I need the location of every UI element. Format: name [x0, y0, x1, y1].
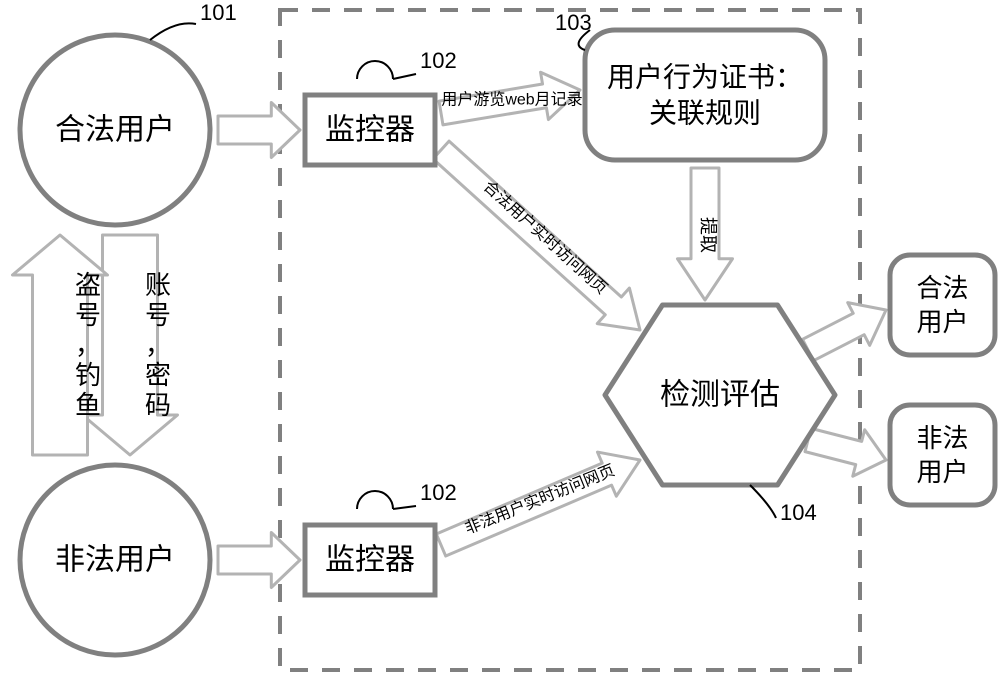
arrow-a1 [218, 103, 300, 158]
svg-text:非法用户: 非法用户 [55, 544, 175, 577]
node-out_legit: 合法用户 [890, 255, 995, 355]
svg-text:合法用户: 合法用户 [55, 114, 175, 147]
svg-text:，: ， [145, 330, 171, 360]
svg-text:合法: 合法 [916, 273, 968, 303]
ref-102: 102 [420, 480, 457, 505]
edge-label-a5: 非法用户实时访问网页 [462, 461, 617, 538]
svg-text:用户行为证书：: 用户行为证书： [607, 61, 803, 92]
edge-label-a4: 合法用户实时访问网页 [480, 177, 611, 297]
edge-label-a3: 用户游览web月记录 [441, 91, 582, 109]
ref-arc [357, 491, 393, 509]
svg-text:用户: 用户 [916, 307, 968, 337]
ref-104: 104 [780, 500, 817, 525]
ref-arc [357, 61, 393, 79]
edge-label-a6: 提取 [698, 217, 718, 253]
svg-text:号: 号 [145, 300, 171, 330]
svg-text:盗: 盗 [75, 270, 101, 300]
ref-103: 103 [555, 10, 592, 35]
node-cert: 用户行为证书： 关联规则 [585, 30, 825, 160]
svg-text:监控器: 监控器 [325, 114, 415, 147]
svg-text:监控器: 监控器 [325, 544, 415, 577]
ref-102: 102 [420, 48, 457, 73]
node-legit_user: 合法用户 [20, 35, 210, 225]
label-account-password: 账号，密码 [145, 270, 171, 420]
svg-text:非法: 非法 [916, 423, 968, 453]
svg-text:号: 号 [75, 300, 101, 330]
ref-101: 101 [200, 0, 237, 25]
node-monitor2: 监控器 [305, 525, 435, 595]
svg-text:码: 码 [145, 390, 171, 420]
svg-text:密: 密 [145, 360, 171, 390]
label-theft-phishing: 盗号，钓鱼 [75, 270, 101, 420]
svg-text:账: 账 [145, 270, 171, 300]
svg-text:钓: 钓 [75, 360, 101, 390]
node-detect: 检测评估 [605, 305, 835, 485]
svg-text:检测评估: 检测评估 [660, 379, 780, 412]
svg-text:关联规则: 关联规则 [649, 98, 761, 129]
node-out_illegal: 非法用户 [890, 405, 995, 505]
node-monitor1: 监控器 [305, 95, 435, 165]
node-illegal_user: 非法用户 [20, 465, 210, 655]
svg-text:，: ， [75, 330, 101, 360]
diagram-canvas: 账号，密码盗号，钓鱼合法用户非法用户监控器监控器用户行为证书：关联规则检测评估合… [0, 0, 1000, 679]
svg-text:用户: 用户 [916, 457, 968, 487]
svg-text:鱼: 鱼 [75, 390, 101, 420]
arrow-a2 [218, 533, 300, 588]
